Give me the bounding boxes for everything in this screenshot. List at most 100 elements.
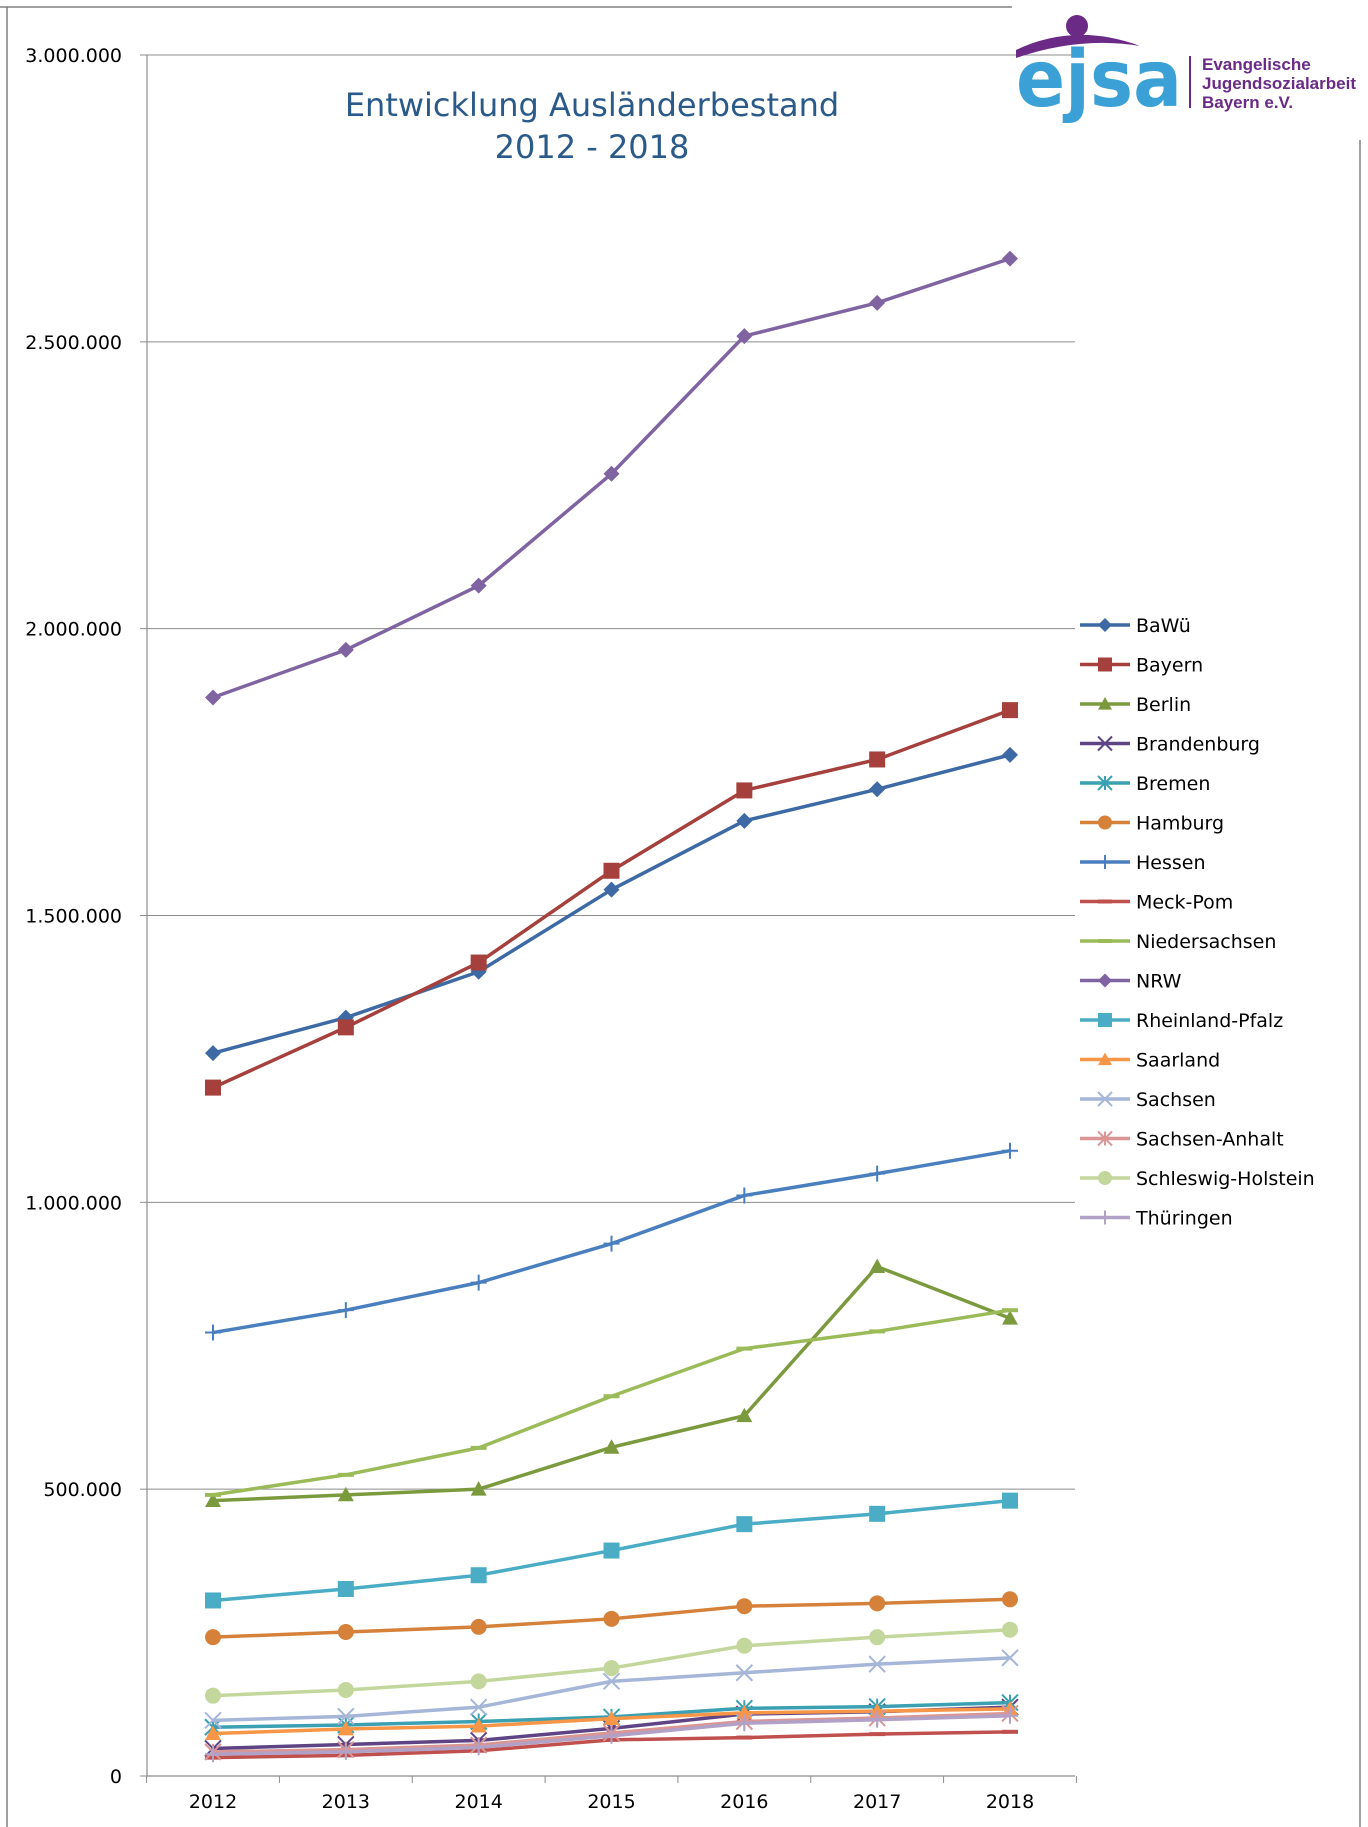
x-tick-label: 2013 <box>322 1791 370 1813</box>
data-point <box>337 1681 354 1698</box>
series-Thüringen <box>205 1707 1018 1763</box>
data-point <box>1002 1707 1018 1724</box>
data-point <box>205 1629 221 1646</box>
data-point <box>1002 1729 1018 1734</box>
data-point <box>736 1715 753 1732</box>
legend-label: Saarland <box>1136 1050 1220 1072</box>
data-point <box>1002 1310 1018 1325</box>
ejsa-logo: ejsa Evangelische Jugendsozialarbeit Bay… <box>1016 15 1356 125</box>
data-point <box>603 862 620 879</box>
legend-label: Niedersachsen <box>1136 931 1276 953</box>
data-point <box>205 1746 221 1763</box>
legend-label: Hamburg <box>1136 813 1224 835</box>
chart-title: Entwicklung Ausländerbestand 2012 - 2018 <box>345 86 839 166</box>
data-point <box>1002 1492 1018 1509</box>
data-point <box>869 1732 886 1737</box>
legend-entry: Bremen <box>1080 773 1210 795</box>
data-point <box>603 1660 620 1677</box>
data-point <box>470 577 487 594</box>
legend-swatch-marker <box>1098 1210 1112 1225</box>
legend: BaWü Bayern Berlin Brandenburg Bremen Hamburg… <box>1080 615 1315 1230</box>
data-point <box>337 1019 354 1036</box>
legend-entry: NRW <box>1080 971 1182 993</box>
data-point <box>470 1481 487 1496</box>
legend-entry: Brandenburg <box>1080 734 1260 756</box>
logo-swoosh-icon <box>1016 34 1140 58</box>
x-tick-label: 2018 <box>986 1791 1034 1813</box>
data-point <box>205 1492 221 1508</box>
legend-label: Bremen <box>1136 773 1210 795</box>
legend-entry: Hessen <box>1080 852 1206 874</box>
legend-entry: Niedersachsen <box>1080 931 1276 953</box>
data-point <box>205 1045 221 1062</box>
legend-entry: Bayern <box>1080 655 1203 677</box>
data-point <box>736 328 753 345</box>
data-point <box>204 1711 222 1730</box>
data-point <box>470 1274 487 1291</box>
legend-label: Rheinland-Pfalz <box>1136 1010 1283 1032</box>
legend-label: Berlin <box>1136 694 1191 716</box>
x-tick-label: 2016 <box>720 1791 768 1813</box>
axis-layer <box>140 54 1077 1783</box>
chart-title-line-1: Entwicklung Ausländerbestand <box>345 86 839 124</box>
logo-line-1: Evangelische <box>1202 55 1311 74</box>
x-tick-label: 2017 <box>853 1791 901 1813</box>
data-point <box>337 1486 354 1502</box>
y-tick-label: 2.000.000 <box>25 619 122 641</box>
series-BaWü <box>205 746 1018 1062</box>
legend-label: Sachsen <box>1136 1089 1216 1111</box>
data-point <box>205 1687 221 1704</box>
series-Sachsen <box>204 1649 1019 1730</box>
data-point <box>337 1580 354 1597</box>
data-point <box>470 1567 487 1584</box>
data-point <box>869 1595 886 1612</box>
data-point <box>869 1711 886 1728</box>
data-point <box>1001 1649 1019 1667</box>
series-Schleswig-Holstein <box>205 1621 1018 1704</box>
data-point <box>603 1394 620 1399</box>
chart-title-line-2: 2012 - 2018 <box>495 128 690 166</box>
data-point <box>736 782 753 799</box>
data-point <box>470 954 487 971</box>
data-point <box>1002 702 1018 719</box>
legend-entry: Hamburg <box>1080 813 1224 835</box>
data-point <box>205 1492 221 1497</box>
data-point <box>337 1720 354 1736</box>
data-point <box>736 812 753 829</box>
legend-entry: Sachsen <box>1080 1089 1216 1111</box>
data-point <box>603 1710 620 1726</box>
data-point <box>736 1598 753 1615</box>
data-point <box>1002 1591 1018 1608</box>
legend-swatch-marker <box>1098 973 1112 988</box>
legend-label: Hessen <box>1136 852 1206 874</box>
legend-label: Sachsen-Anhalt <box>1136 1129 1284 1151</box>
data-point <box>470 1673 487 1690</box>
logo-line-2: Jugendsozialarbeit <box>1202 74 1356 93</box>
x-tick-labels: 2012 2013 2014 2015 2016 2017 2018 <box>189 1791 1034 1813</box>
legend-entry: Berlin <box>1080 694 1191 716</box>
legend-label: BaWü <box>1136 615 1191 637</box>
legend-swatch-marker <box>1098 657 1112 672</box>
logo-person-head-icon <box>1066 15 1088 37</box>
data-point <box>470 1618 487 1635</box>
data-point <box>205 1324 221 1341</box>
data-point <box>1002 1621 1018 1638</box>
series-Rheinland-Pfalz <box>205 1492 1018 1609</box>
legend-swatch-marker <box>1098 1171 1112 1185</box>
y-tick-label: 1.000.000 <box>25 1192 122 1214</box>
legend-swatch-marker <box>1097 775 1113 791</box>
x-tick-label: 2012 <box>189 1791 237 1813</box>
legend-label: Bayern <box>1136 655 1203 677</box>
legend-swatch-marker <box>1098 618 1112 632</box>
y-tick-labels: 0 500.000 1.000.000 1.500.000 2.000.000 2.500… <box>25 45 122 1788</box>
data-point <box>736 1407 753 1423</box>
legend-entry: Rheinland-Pfalz <box>1080 1010 1283 1032</box>
y-tick-label: 1.500.000 <box>25 906 122 928</box>
data-point <box>205 1079 221 1096</box>
legend-swatch-marker <box>1098 1013 1112 1027</box>
data-point <box>603 1542 620 1559</box>
data-point <box>337 1472 354 1477</box>
legend-entry: Thüringen <box>1080 1208 1233 1230</box>
